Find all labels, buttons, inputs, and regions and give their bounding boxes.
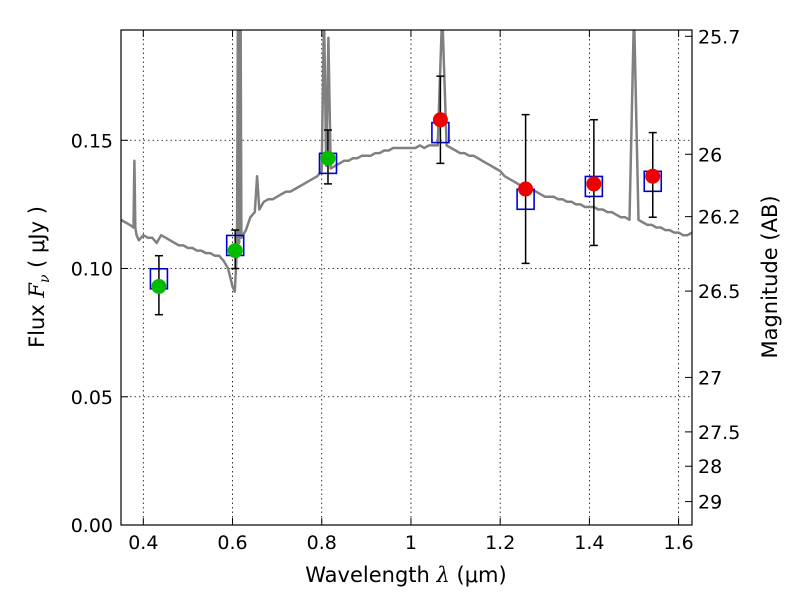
observed-point (320, 150, 336, 166)
mag-tick-label: 25.7 (698, 26, 740, 48)
mag-tick-label: 29 (698, 492, 722, 514)
mag-tick-label: 28 (698, 456, 722, 478)
y-tick-label: 0.05 (71, 387, 113, 409)
axis-ticks: 0.4 0.6 0.8 1 1.2 1.4 1.6 0.00 0.05 0.10 0.15 25.7 2… (71, 26, 741, 554)
plot-frame (120, 29, 693, 526)
mag-tick-label: 26.2 (698, 207, 740, 229)
x-axis-label: Wavelength λ (μm) (305, 563, 506, 587)
observed-photometry (151, 75, 661, 316)
x-tick-label: 0.4 (128, 532, 158, 554)
y-tick-label: 0.15 (71, 130, 113, 152)
grid-lines (121, 30, 692, 525)
observed-point (518, 181, 534, 197)
observed-point (227, 243, 243, 259)
observed-point (586, 176, 602, 192)
x-tick-label: 1 (405, 532, 417, 554)
y-tick-label: 0.00 (71, 515, 113, 537)
observed-point (645, 168, 661, 184)
x-tick-label: 0.6 (217, 532, 247, 554)
mag-tick-label: 27.5 (698, 422, 740, 444)
mag-tick-label: 26 (698, 144, 722, 166)
x-tick-label: 1.4 (574, 532, 604, 554)
y-axis-label: Flux Fν ( μJy ) (25, 206, 53, 348)
observed-point (151, 278, 167, 294)
x-tick-label: 1.2 (485, 532, 515, 554)
observed-point (432, 112, 448, 128)
x-tick-label: 0.8 (307, 532, 337, 554)
mag-tick-label: 26.5 (698, 281, 740, 303)
y-tick-label: 0.10 (71, 259, 113, 281)
mag-tick-label: 27 (698, 367, 722, 389)
model-spectrum-layer (121, 30, 692, 293)
x-tick-label: 1.6 (664, 532, 694, 554)
model-spectrum-line (121, 30, 692, 293)
right-axis-label: Magnitude (AB) (758, 195, 782, 358)
